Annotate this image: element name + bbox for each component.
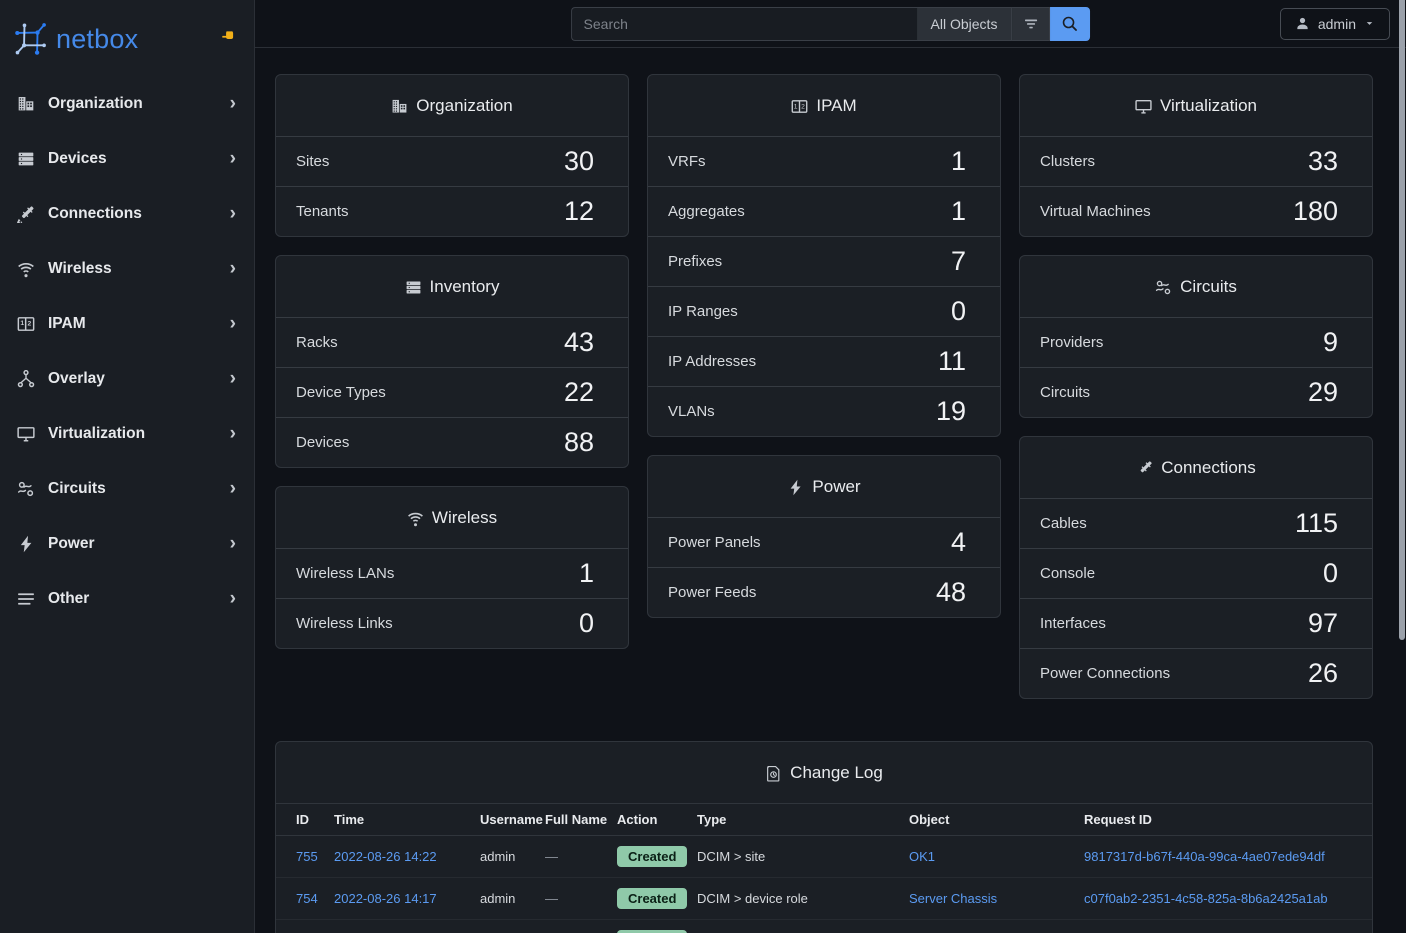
svg-text:1: 1	[794, 103, 798, 110]
svg-text:2: 2	[801, 103, 805, 110]
svg-text:2: 2	[27, 320, 31, 327]
svg-text:1: 1	[20, 320, 24, 327]
